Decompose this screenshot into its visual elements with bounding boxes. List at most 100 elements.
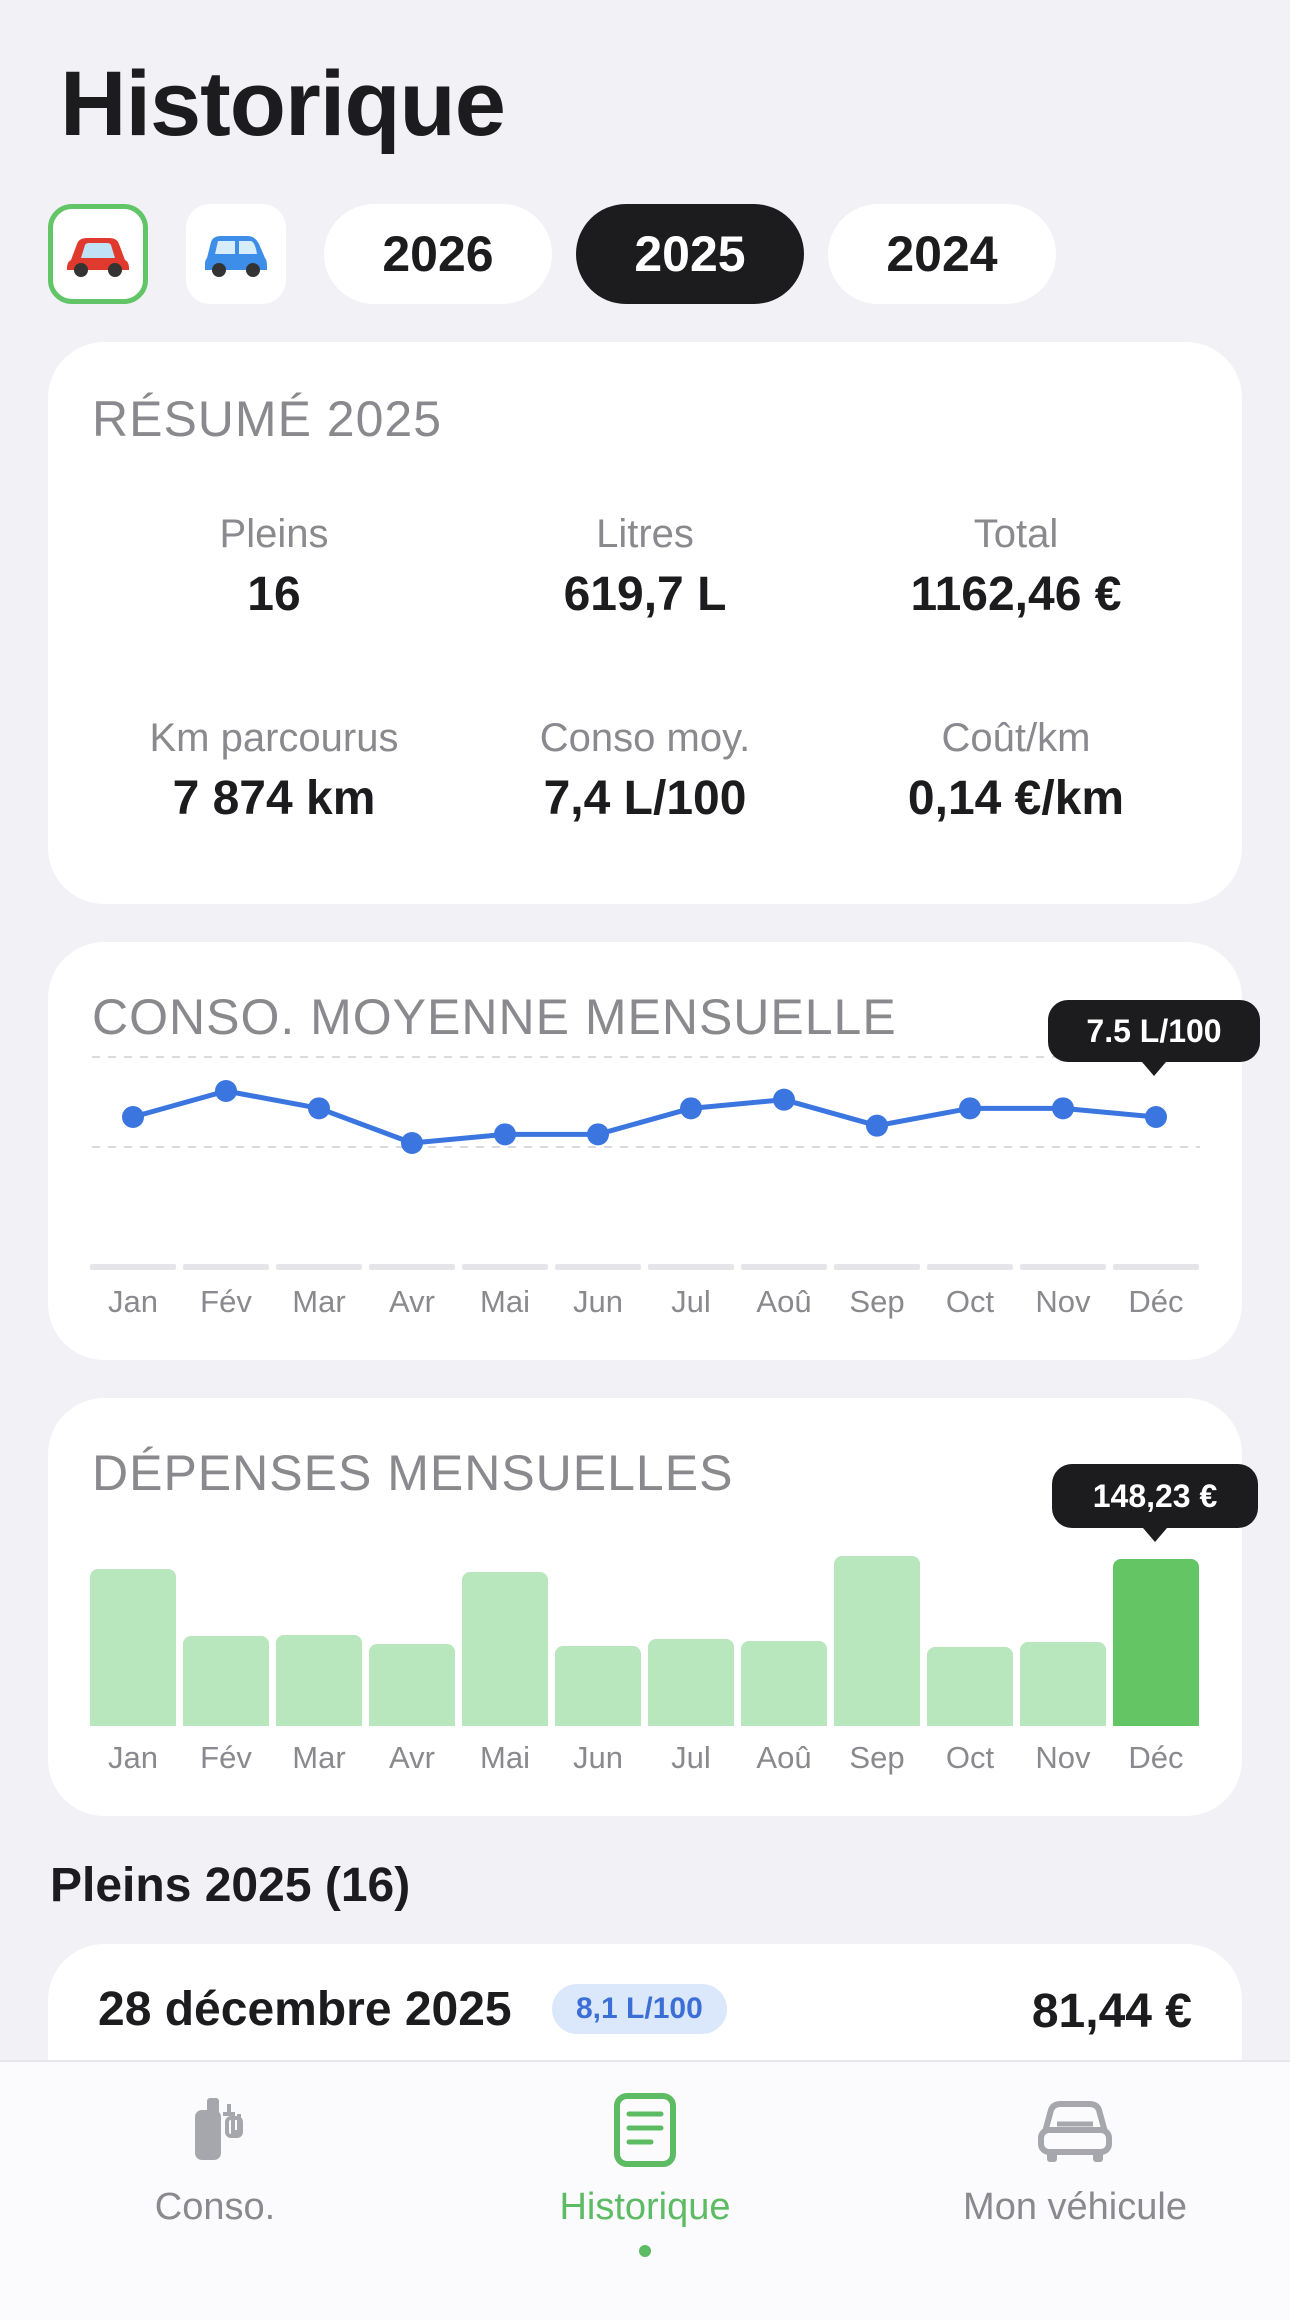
consumption-point-Oct[interactable] [959,1097,981,1120]
stat-label: Total [973,512,1059,556]
tab-historique[interactable]: Historique [430,2092,860,2257]
consumption-point-Mar[interactable] [308,1097,330,1120]
consumption-line-chart [90,1056,1200,1270]
tab-conso[interactable]: Conso. [0,2092,430,2229]
tab-label: Mon véhicule [963,2186,1187,2228]
month-label: Mai [480,1740,530,1775]
baseline-segment [90,1264,176,1270]
expense-bar-Mai[interactable] [462,1571,548,1726]
baseline-segment [834,1264,920,1270]
consumption-point-Déc[interactable] [1145,1106,1167,1128]
fuel-pump-icon [195,2098,243,2160]
consumption-tooltip: 7.5 L/100 [1048,1000,1260,1062]
expense-bar-Jun[interactable] [555,1646,641,1726]
year-chip-2026[interactable]: 2026 [324,204,552,304]
consumption-point-Fév[interactable] [215,1080,237,1102]
expense-bar-Jul[interactable] [648,1639,734,1726]
expense-bar-Nov[interactable] [1020,1641,1106,1726]
summary-heading: RÉSUMÉ 2025 [92,391,443,447]
year-chip-2024[interactable]: 2024 [828,204,1056,304]
tab-label: Historique [559,2186,731,2228]
expense-bar-Fév[interactable] [183,1636,269,1726]
stat-avg-consumption: Conso moy. 7,4 L/100 [455,716,835,826]
expense-bar-Aoû[interactable] [741,1640,827,1726]
stat-value: 0,14 €/km [907,772,1125,825]
stat-label: Km parcourus [149,716,399,760]
baseline-segment [1113,1264,1199,1270]
consumption-line [132,1088,1157,1146]
vehicle-chip-red[interactable] [48,204,148,304]
month-label: Mar [292,1284,346,1319]
year-chip-2025[interactable]: 2025 [576,204,804,304]
baseline-segment [927,1264,1013,1270]
month-label: Nov [1035,1284,1091,1319]
stat-value: 16 [247,568,301,621]
month-label: Mar [292,1740,346,1775]
baseline-segment [741,1264,827,1270]
consumption-point-Avr[interactable] [401,1132,423,1154]
consumption-chart-card: CONSO. MOYENNE MENSUELLE Jan Fév Mar Avr Mai… [48,942,1260,1360]
month-label: Mai [480,1284,530,1319]
month-label: Jul [671,1284,711,1319]
vehicle-chip-blue[interactable] [186,204,286,304]
month-label: Aoû [756,1740,812,1775]
baseline-segment [555,1264,641,1270]
month-label: Avr [389,1284,435,1319]
summary-card: RÉSUMÉ 2025 Pleins 16 Litres 619,7 L Tot… [48,342,1242,904]
month-label: Fév [200,1740,252,1775]
tab-bar: Conso. Historique Mon véhicule [0,2060,1290,2320]
fill-entry-date: 28 décembre 2025 [98,1983,512,2036]
expenses-tooltip: 148,23 € [1052,1464,1258,1528]
baseline-segment [369,1264,455,1270]
consumption-point-Jul[interactable] [680,1097,702,1120]
month-label: Sep [849,1740,905,1775]
baseline-segment [462,1264,548,1270]
fills-section-title: Pleins 2025 (16) [50,1859,411,1912]
stat-label: Conso moy. [539,716,751,760]
stat-label: Pleins [219,512,329,556]
month-label: Jun [573,1284,623,1319]
expense-bar-Oct[interactable] [927,1647,1013,1726]
stat-label: Litres [596,512,694,556]
stat-cost-per-km: Coût/km 0,14 €/km [826,716,1206,826]
stat-distance: Km parcourus 7 874 km [84,716,464,826]
month-label: Avr [389,1740,435,1775]
consumption-point-Aoû[interactable] [773,1088,795,1111]
month-label: Jan [108,1740,158,1775]
consumption-point-Jan[interactable] [122,1106,144,1128]
consumption-point-Mai[interactable] [494,1123,516,1146]
expense-bar-Avr[interactable] [369,1643,455,1726]
consumption-point-Sep[interactable] [866,1114,888,1137]
month-label: Aoû [756,1284,812,1319]
month-label: Jan [108,1284,158,1319]
month-label: Sep [849,1284,905,1319]
month-label: Déc [1128,1740,1184,1775]
expense-bar-Mar[interactable] [276,1634,362,1726]
expense-bar-Déc[interactable] [1113,1559,1199,1726]
car-front-icon [1038,2101,1112,2162]
month-label: Déc [1128,1284,1184,1319]
expense-bar-Jan[interactable] [90,1568,176,1726]
consumption-point-Nov[interactable] [1052,1097,1074,1120]
red-car-icon [67,238,129,277]
baseline-segment [276,1264,362,1270]
month-label: Oct [945,1284,995,1319]
month-label: Jul [671,1740,711,1775]
expenses-chart-card: DÉPENSES MENSUELLES Jan Fév Mar Avr Mai Jun Ju… [48,1398,1258,1816]
stat-value: 619,7 L [563,568,727,621]
consumption-point-Jun[interactable] [587,1123,609,1146]
expenses-chart-heading: DÉPENSES MENSUELLES [92,1445,734,1501]
month-label: Jun [573,1740,623,1775]
month-label: Nov [1035,1740,1091,1775]
consumption-tooltip-arrow [1142,1062,1166,1076]
consumption-chart-heading: CONSO. MOYENNE MENSUELLE [92,989,897,1045]
expense-bar-Sep[interactable] [834,1556,920,1726]
month-label: Oct [945,1740,995,1775]
active-tab-indicator [639,2245,651,2257]
baseline-segment [1020,1264,1106,1270]
tab-mon-vehicule[interactable]: Mon véhicule [860,2092,1290,2229]
blue-car-icon [205,236,267,277]
month-label: Fév [200,1284,252,1319]
baseline-segment [183,1264,269,1270]
page-title: Historique [60,53,506,155]
